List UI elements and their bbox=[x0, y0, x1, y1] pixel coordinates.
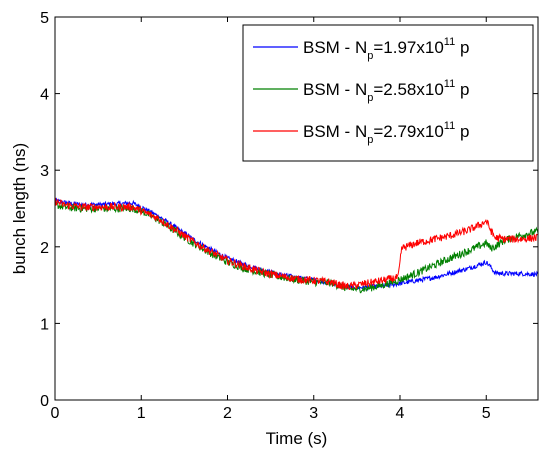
x-tick-label: 5 bbox=[482, 405, 491, 422]
x-tick-label: 0 bbox=[51, 405, 60, 422]
x-tick-label: 3 bbox=[309, 405, 318, 422]
plot-area-frame bbox=[54, 16, 539, 401]
y-axis-label: bunch length (ns) bbox=[10, 143, 29, 274]
legend-entry-3: BSM - Np=2.79x1011 p bbox=[303, 120, 469, 146]
x-tick-label: 4 bbox=[396, 405, 405, 422]
y-tick-label: 5 bbox=[40, 10, 49, 27]
x-axis-label: Time (s) bbox=[266, 429, 328, 448]
y-tick-label: 1 bbox=[40, 316, 49, 333]
x-tick-label: 1 bbox=[137, 405, 146, 422]
legend-entry-1: BSM - Np=1.97x1011 p bbox=[303, 36, 469, 62]
y-tick-label: 3 bbox=[40, 163, 49, 180]
legend-box bbox=[242, 24, 534, 162]
x-tick-label: 2 bbox=[223, 405, 232, 422]
legend-entry-2: BSM - Np=2.58x1011 p bbox=[303, 78, 469, 104]
series-line-3 bbox=[55, 197, 538, 290]
axis-layer: 0 1 2 3 4 5 0 1 2 3 4 5 bbox=[40, 10, 538, 422]
series-layer bbox=[55, 197, 538, 294]
y-tick-label: 0 bbox=[40, 393, 49, 410]
y-tick-label: 2 bbox=[40, 240, 49, 257]
legend: BSM - Np=1.97x1011 p BSM - Np=2.58x1011 p… bbox=[242, 24, 534, 162]
series-line-2 bbox=[55, 200, 538, 294]
y-tick-label: 4 bbox=[40, 87, 49, 104]
